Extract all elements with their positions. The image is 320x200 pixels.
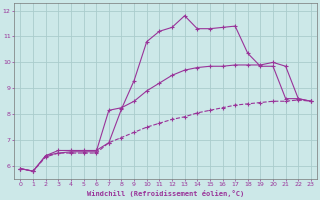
X-axis label: Windchill (Refroidissement éolien,°C): Windchill (Refroidissement éolien,°C) <box>87 190 244 197</box>
